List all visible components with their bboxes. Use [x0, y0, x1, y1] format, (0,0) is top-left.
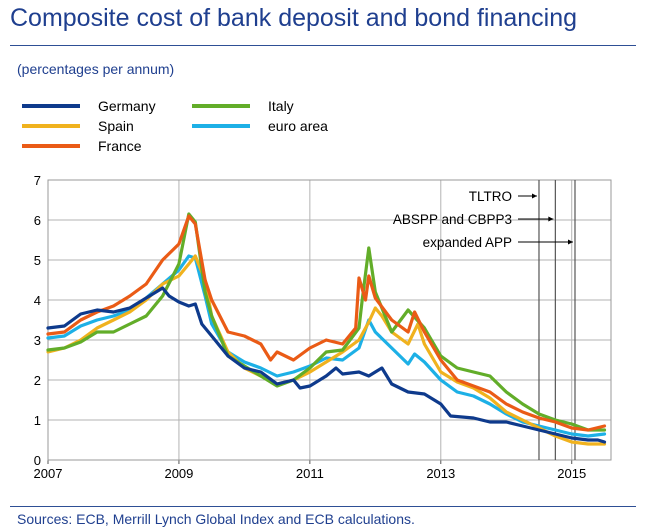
- event-arrowhead: [567, 239, 573, 245]
- x-tick-label: 2009: [164, 466, 193, 481]
- x-tick-label: 2007: [34, 466, 63, 481]
- y-tick-label: 1: [34, 413, 41, 428]
- legend-label: France: [98, 138, 142, 154]
- chart-subtitle: (percentages per annum): [17, 61, 175, 77]
- plot-frame: [47, 179, 612, 461]
- legend-label: Italy: [268, 98, 294, 114]
- series-line-france: [46, 214, 607, 432]
- legend-label: euro area: [268, 118, 328, 134]
- series-line-germany: [46, 286, 607, 444]
- y-tick-label: 3: [34, 333, 41, 348]
- footer-divider: [10, 506, 636, 507]
- x-tick-label: 2011: [296, 466, 324, 481]
- axes: 0 1 2 3 4 5 6 7 2007 2009 2011 2013 2015: [34, 173, 612, 481]
- event-label: TLTRO: [469, 189, 512, 204]
- y-tick-label: 2: [34, 373, 41, 388]
- event-markers: TLTRO ABSPP and CBPP3 expanded APP: [393, 180, 576, 460]
- legend-label: Germany: [98, 98, 156, 114]
- y-tick-label: 6: [34, 213, 41, 228]
- chart-title: Composite cost of bank deposit and bond …: [10, 4, 578, 32]
- series-lines: [46, 212, 607, 446]
- event-label: ABSPP and CBPP3: [393, 212, 512, 227]
- event-arrowhead: [548, 216, 554, 222]
- x-tick-label: 2015: [557, 466, 586, 481]
- y-tick-label: 4: [34, 293, 41, 308]
- series-line-italy: [46, 212, 607, 432]
- event-label: expanded APP: [423, 235, 512, 250]
- series-line-euro-area: [46, 254, 607, 438]
- series-line-spain: [46, 254, 607, 446]
- title-divider: [10, 45, 636, 46]
- y-tick-label: 7: [34, 173, 41, 188]
- grid: [47, 179, 611, 461]
- y-tick-label: 0: [34, 453, 41, 468]
- legend-label: Spain: [98, 118, 134, 134]
- y-tick-label: 5: [34, 253, 41, 268]
- source-note: Sources: ECB, Merrill Lynch Global Index…: [17, 511, 415, 527]
- x-tick-label: 2013: [426, 466, 455, 481]
- legend: Germany Spain France Italy euro area: [22, 98, 328, 154]
- event-arrowhead: [531, 193, 537, 199]
